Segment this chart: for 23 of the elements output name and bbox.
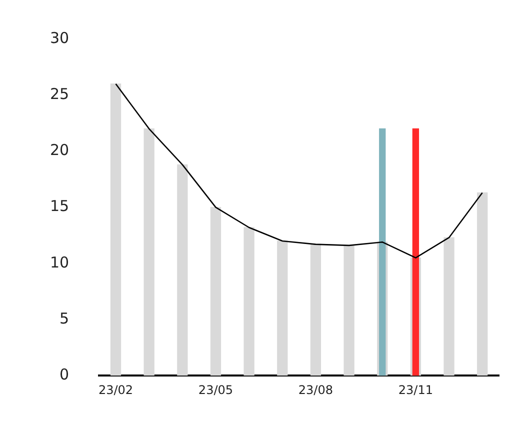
bar (310, 244, 322, 376)
bar (144, 128, 154, 376)
bar (244, 227, 254, 376)
x-tick-label: 23/11 (398, 382, 433, 397)
bar (344, 245, 354, 376)
x-tick-label: 23/05 (198, 382, 234, 397)
bar (379, 128, 386, 376)
y-tick-label: 25 (50, 84, 70, 103)
y-tick-label: 5 (60, 309, 70, 328)
bar (412, 128, 420, 376)
y-tick-label: 30 (50, 28, 70, 47)
bar (210, 206, 222, 376)
y-tick-label: 20 (50, 141, 70, 160)
bar (444, 237, 454, 376)
y-tick-label: 0 (60, 365, 70, 384)
y-tick-label: 15 (50, 197, 70, 216)
x-tick-label: 23/08 (298, 382, 334, 397)
bar (277, 240, 288, 376)
y-tick-label: 10 (50, 253, 70, 272)
bar (477, 192, 488, 376)
bar (110, 84, 122, 376)
bar (177, 164, 188, 376)
x-tick-label: 23/02 (98, 382, 134, 397)
